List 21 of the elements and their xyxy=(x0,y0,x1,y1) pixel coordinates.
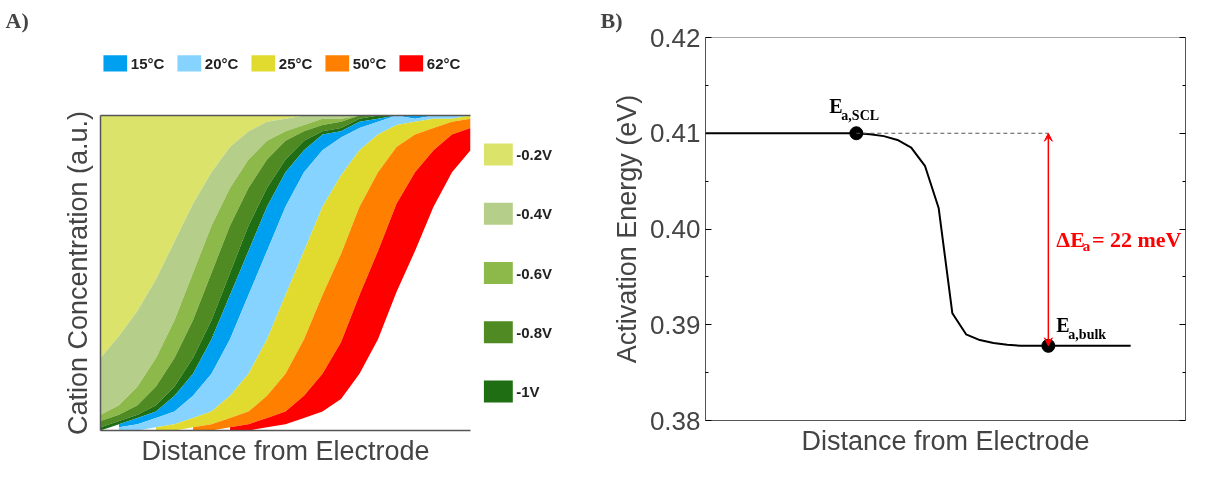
legend-label: -1V xyxy=(516,382,540,400)
legend-label: -0.6V xyxy=(516,264,553,282)
y-tick-label: 0.42 xyxy=(649,22,701,53)
y-axis-title: Cation Concentration (a.u.) xyxy=(62,110,93,436)
legend-label: -0.8V xyxy=(516,323,553,341)
y-tick-label: 0.38 xyxy=(649,405,701,436)
y-tick-label: 0.40 xyxy=(649,214,701,244)
legend-label: -0.2V xyxy=(516,146,553,164)
y-tick-label: 0.39 xyxy=(649,309,701,340)
legend-label: 62°C xyxy=(426,54,461,72)
x-axis-title: Distance from Electrode xyxy=(141,435,430,466)
legend-label: 50°C xyxy=(352,54,387,72)
legend-label: 20°C xyxy=(204,54,239,72)
legend-label: 15°C xyxy=(130,54,165,72)
chart-title: B) xyxy=(600,7,623,33)
y-axis-title: Activation Energy (eV) xyxy=(611,94,642,364)
chart-title: A) xyxy=(5,7,29,33)
x-axis-title: Distance from Electrode xyxy=(801,425,1090,456)
legend-label: -0.4V xyxy=(516,205,553,223)
y-tick-label: 0.41 xyxy=(649,118,701,149)
legend-label: 25°C xyxy=(278,54,313,72)
